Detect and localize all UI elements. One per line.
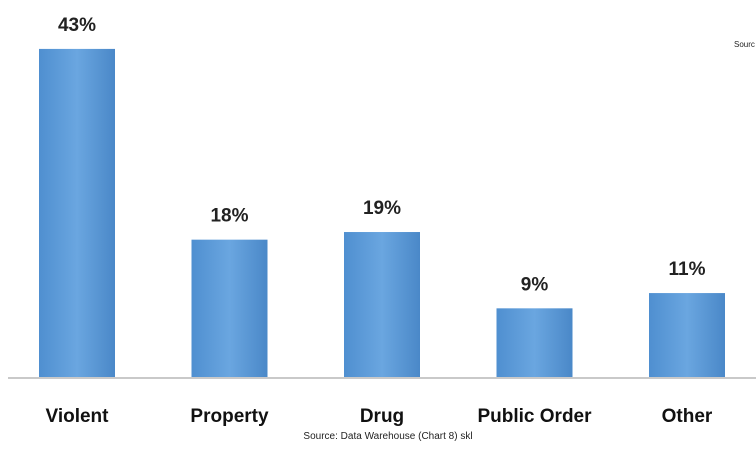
value-label-other: 11% xyxy=(669,259,706,280)
bar-public-order xyxy=(496,308,573,377)
category-labels-group: Violent Property Drug Public Order Other xyxy=(46,406,713,427)
value-label-public-order: 9% xyxy=(521,274,549,295)
value-label-property: 18% xyxy=(210,206,248,227)
category-label-public-order: Public Order xyxy=(477,406,592,427)
value-labels-group: 43% 18% 19% 9% 11% xyxy=(58,15,706,295)
category-label-other: Other xyxy=(662,406,713,427)
bar-violent xyxy=(39,48,115,377)
bar-property xyxy=(191,239,268,377)
category-label-drug: Drug xyxy=(360,406,404,427)
bar-other xyxy=(649,293,725,377)
category-label-violent: Violent xyxy=(46,406,110,427)
category-label-property: Property xyxy=(190,406,269,427)
source-note: Source: Data Warehouse (Chart 8) skl xyxy=(303,431,473,442)
bar-drug xyxy=(344,232,420,377)
value-label-drug: 19% xyxy=(363,198,401,219)
bars-group xyxy=(39,48,725,377)
source-corner-text: Sourc xyxy=(734,40,755,49)
value-label-violent: 43% xyxy=(58,15,96,36)
